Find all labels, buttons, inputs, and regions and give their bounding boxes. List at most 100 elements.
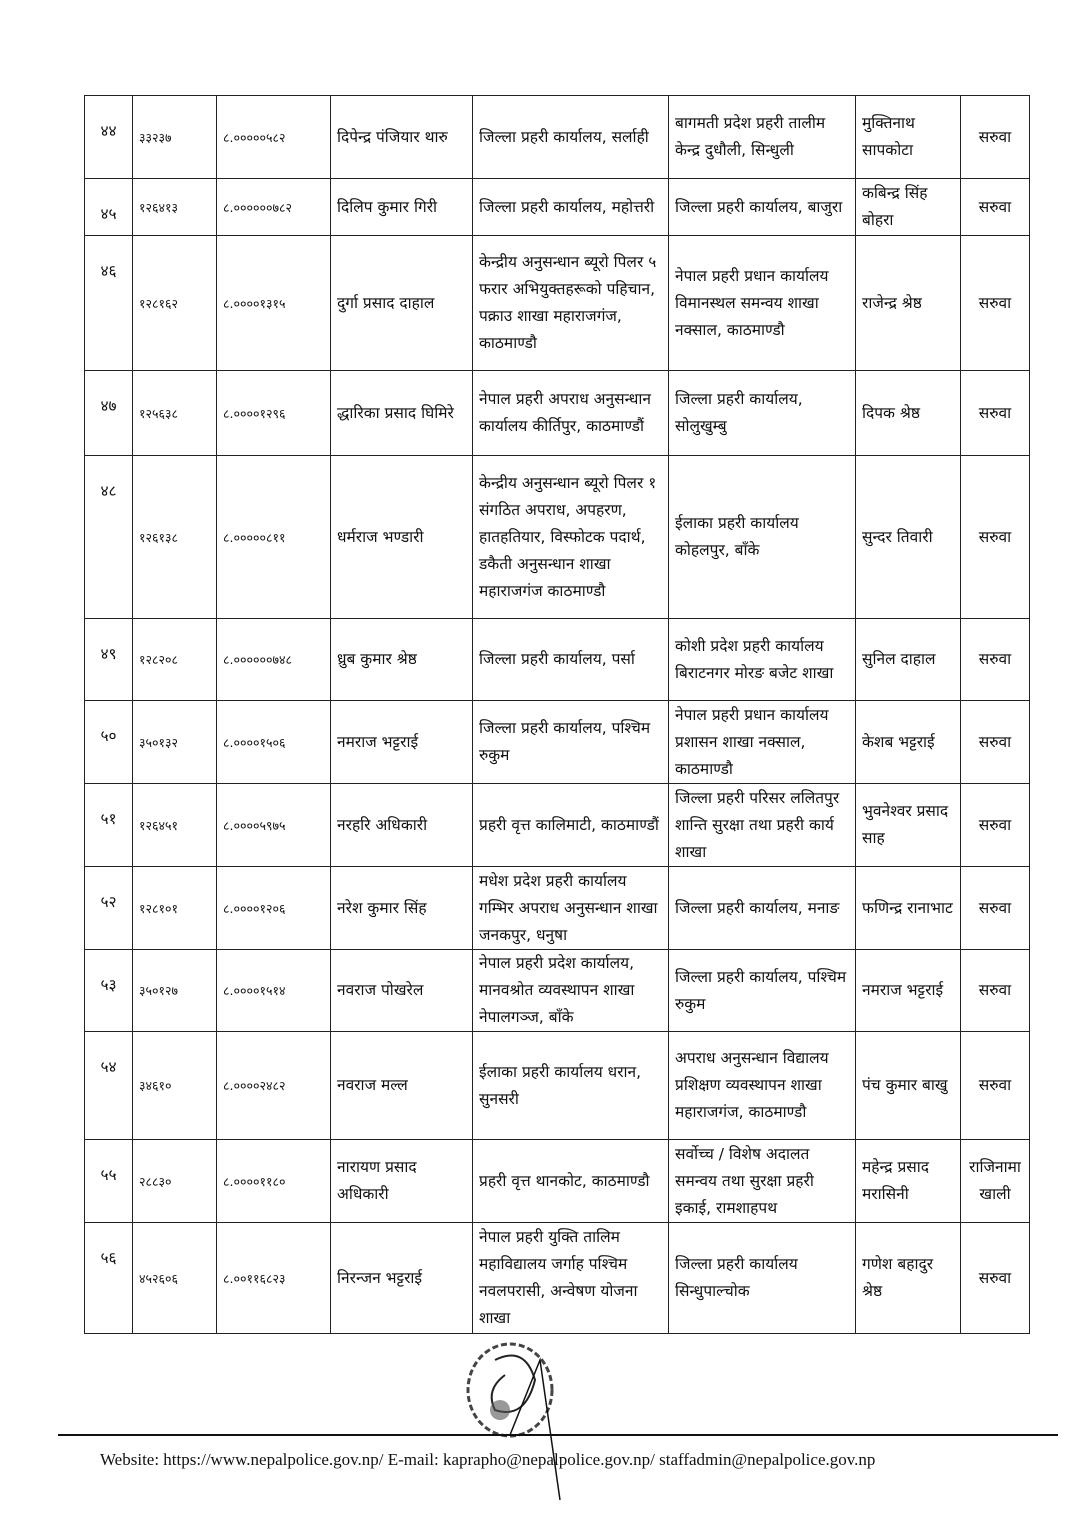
- table-row: ४५ १२६४१३ ८.००००००७८२ दिलिप कुमार गिरी जिल्ल…: [84, 178, 1030, 236]
- cell-to: जिल्ला प्रहरी परिसर ललितपुर शान्ति सुरक्…: [668, 783, 856, 867]
- cell-id: १२६४५१: [132, 783, 217, 867]
- cell-from: जिल्ला प्रहरी कार्यालय, पर्सा: [472, 618, 669, 701]
- cell-code: ८.००००००७८२: [216, 178, 331, 236]
- cell-remark: सरुवा: [960, 95, 1030, 179]
- cell-replacement: नमराज भट्टराई: [855, 949, 961, 1032]
- cell-sn: ५४: [84, 1031, 133, 1140]
- table-row: ५० ३५०१३२ ८.००००१५०६ नमराज भट्टराई जिल्ला प्…: [84, 700, 1030, 784]
- table-row: ५५ २८८३० ८.००००११८० नारायण प्रसाद अधिकारी प्…: [84, 1139, 1030, 1223]
- cell-remark: सरुवा: [960, 949, 1030, 1032]
- cell-to: ईलाका प्रहरी कार्यालय कोहलपुर, बाँके: [668, 455, 856, 619]
- cell-sn: ४५: [84, 178, 133, 236]
- cell-to: बागमती प्रदेश प्रहरी तालीम केन्द्र दुधौल…: [668, 95, 856, 179]
- cell-from: मधेश प्रदेश प्रहरी कार्यालय गम्भिर अपराध…: [472, 866, 669, 950]
- cell-sn: ५२: [84, 866, 133, 950]
- cell-to: जिल्ला प्रहरी कार्यालय सिन्धुपाल्चोक: [668, 1222, 856, 1334]
- cell-id: १२८१६२: [132, 235, 217, 371]
- cell-to: सर्वोच्च / विशेष अदालत समन्वय तथा सुरक्ष…: [668, 1139, 856, 1223]
- cell-name: नमराज भट्टराई: [330, 700, 473, 784]
- cell-code: ८.००००१२०६: [216, 866, 331, 950]
- cell-replacement: मुक्तिनाथ सापकोटा: [855, 95, 961, 179]
- cell-code: ८.०००००८११: [216, 455, 331, 619]
- cell-to: जिल्ला प्रहरी कार्यालय, सोलुखुम्बु: [668, 370, 856, 456]
- cell-to: नेपाल प्रहरी प्रधान कार्यालय विमानस्थल स…: [668, 235, 856, 371]
- cell-to: जिल्ला प्रहरी कार्यालय, पश्चिम रुकुम: [668, 949, 856, 1032]
- cell-remark: सरुवा: [960, 178, 1030, 236]
- cell-name: नवराज मल्ल: [330, 1031, 473, 1140]
- cell-sn: ५१: [84, 783, 133, 867]
- cell-code: ८.०००००५८२: [216, 95, 331, 179]
- cell-replacement: भुवनेश्वर प्रसाद साह: [855, 783, 961, 867]
- table-row: ४७ १२५६३८ ८.००००१२९६ द्धारिका प्रसाद घिमिरे…: [84, 370, 1030, 456]
- cell-remark: राजिनामा खाली: [960, 1139, 1030, 1223]
- cell-name: दिलिप कुमार गिरी: [330, 178, 473, 236]
- table-row: ४९ १२८२०८ ८.००००००७४८ ध्रुब कुमार श्रेष्ठ जि…: [84, 618, 1030, 701]
- table-row: ४४ ३३२३७ ८.०००००५८२ दिपेन्द्र पंजियार थारु ज…: [84, 95, 1030, 179]
- cell-from: प्रहरी वृत्त कालिमाटी, काठमाण्डौं: [472, 783, 669, 867]
- cell-from: ईलाका प्रहरी कार्यालय धरान, सुनसरी: [472, 1031, 669, 1140]
- cell-name: नरेश कुमार सिंह: [330, 866, 473, 950]
- cell-id: ३३२३७: [132, 95, 217, 179]
- cell-code: ८.००००५९७५: [216, 783, 331, 867]
- cell-remark: सरुवा: [960, 455, 1030, 619]
- cell-code: ८.००००००७४८: [216, 618, 331, 701]
- cell-to: अपराध अनुसन्धान विद्यालय प्रशिक्षण व्यवस…: [668, 1031, 856, 1140]
- cell-name: निरन्जन भट्टराई: [330, 1222, 473, 1334]
- cell-remark: सरुवा: [960, 866, 1030, 950]
- cell-replacement: राजेन्द्र श्रेष्ठ: [855, 235, 961, 371]
- cell-replacement: फणिन्द्र रानाभाट: [855, 866, 961, 950]
- cell-replacement: केशब भट्टराई: [855, 700, 961, 784]
- cell-from: नेपाल प्रहरी अपराध अनुसन्धान कार्यालय की…: [472, 370, 669, 456]
- cell-id: ४५२६०६: [132, 1222, 217, 1334]
- table-row: ५६ ४५२६०६ ८.००११६८२३ निरन्जन भट्टराई नेपाल प…: [84, 1222, 1030, 1334]
- cell-id: १२६१३८: [132, 455, 217, 619]
- table-row: ५३ ३५०१२७ ८.००००१५१४ नवराज पोखरेल नेपाल प्रह…: [84, 949, 1030, 1032]
- table-row: ५२ १२८१०१ ८.००००१२०६ नरेश कुमार सिंह मधेश प्…: [84, 866, 1030, 950]
- cell-code: ८.००००१२९६: [216, 370, 331, 456]
- table-row: ५१ १२६४५१ ८.००००५९७५ नरहरि अधिकारी प्रहरी वृ…: [84, 783, 1030, 867]
- table-row: ५४ ३४६१० ८.००००२४८२ नवराज मल्ल ईलाका प्रहरी …: [84, 1031, 1030, 1140]
- cell-sn: ४७: [84, 370, 133, 456]
- cell-sn: ४९: [84, 618, 133, 701]
- cell-remark: सरुवा: [960, 1031, 1030, 1140]
- cell-from: केन्द्रीय अनुसन्धान ब्यूरो पिलर १ संगठित…: [472, 455, 669, 619]
- footer-divider: [58, 1434, 1058, 1436]
- cell-id: १२८१०१: [132, 866, 217, 950]
- cell-from: जिल्ला प्रहरी कार्यालय, सर्लाही: [472, 95, 669, 179]
- cell-replacement: गणेश बहादुर श्रेष्ठ: [855, 1222, 961, 1334]
- cell-remark: सरुवा: [960, 783, 1030, 867]
- cell-code: ८.००००११८०: [216, 1139, 331, 1223]
- cell-sn: ५३: [84, 949, 133, 1032]
- footer-contact: Website: https://www.nepalpolice.gov.np/…: [100, 1450, 876, 1469]
- cell-to: जिल्ला प्रहरी कार्यालय, मनाङ: [668, 866, 856, 950]
- table-row: ४६ १२८१६२ ८.००००१३१५ दुर्गा प्रसाद दाहाल केन…: [84, 235, 1030, 371]
- cell-sn: ४८: [84, 455, 133, 619]
- cell-code: ८.००००२४८२: [216, 1031, 331, 1140]
- cell-from: केन्द्रीय अनुसन्धान ब्यूरो पिलर ५ फरार अ…: [472, 235, 669, 371]
- cell-replacement: दिपक श्रेष्ठ: [855, 370, 961, 456]
- cell-from: प्रहरी वृत्त थानकोट, काठमाण्डौ: [472, 1139, 669, 1223]
- cell-replacement: महेन्द्र प्रसाद मरासिनी: [855, 1139, 961, 1223]
- cell-name: दिपेन्द्र पंजियार थारु: [330, 95, 473, 179]
- cell-from: जिल्ला प्रहरी कार्यालय, महोत्तरी: [472, 178, 669, 236]
- cell-code: ८.००००१३१५: [216, 235, 331, 371]
- cell-replacement: सुनिल दाहाल: [855, 618, 961, 701]
- cell-remark: सरुवा: [960, 370, 1030, 456]
- cell-sn: ५६: [84, 1222, 133, 1334]
- cell-name: दुर्गा प्रसाद दाहाल: [330, 235, 473, 371]
- cell-remark: सरुवा: [960, 618, 1030, 701]
- cell-from: नेपाल प्रहरी युक्ति तालिम महाविद्यालय जर…: [472, 1222, 669, 1334]
- cell-to: नेपाल प्रहरी प्रधान कार्यालय प्रशासन शाख…: [668, 700, 856, 784]
- cell-id: २८८३०: [132, 1139, 217, 1223]
- cell-name: नवराज पोखरेल: [330, 949, 473, 1032]
- cell-remark: सरुवा: [960, 235, 1030, 371]
- cell-name: ध्रुब कुमार श्रेष्ठ: [330, 618, 473, 701]
- official-stamp-signature: [466, 1342, 561, 1501]
- cell-id: ३४६१०: [132, 1031, 217, 1140]
- cell-from: नेपाल प्रहरी प्रदेश कार्यालय, मानवश्रोत …: [472, 949, 669, 1032]
- cell-replacement: सुन्दर तिवारी: [855, 455, 961, 619]
- table-row: ४८ १२६१३८ ८.०००००८११ धर्मराज भण्डारी केन्द्र…: [84, 455, 1030, 619]
- cell-to: जिल्ला प्रहरी कार्यालय, बाजुरा: [668, 178, 856, 236]
- cell-name: नरहरि अधिकारी: [330, 783, 473, 867]
- cell-replacement: कबिन्द्र सिंह बोहरा: [855, 178, 961, 236]
